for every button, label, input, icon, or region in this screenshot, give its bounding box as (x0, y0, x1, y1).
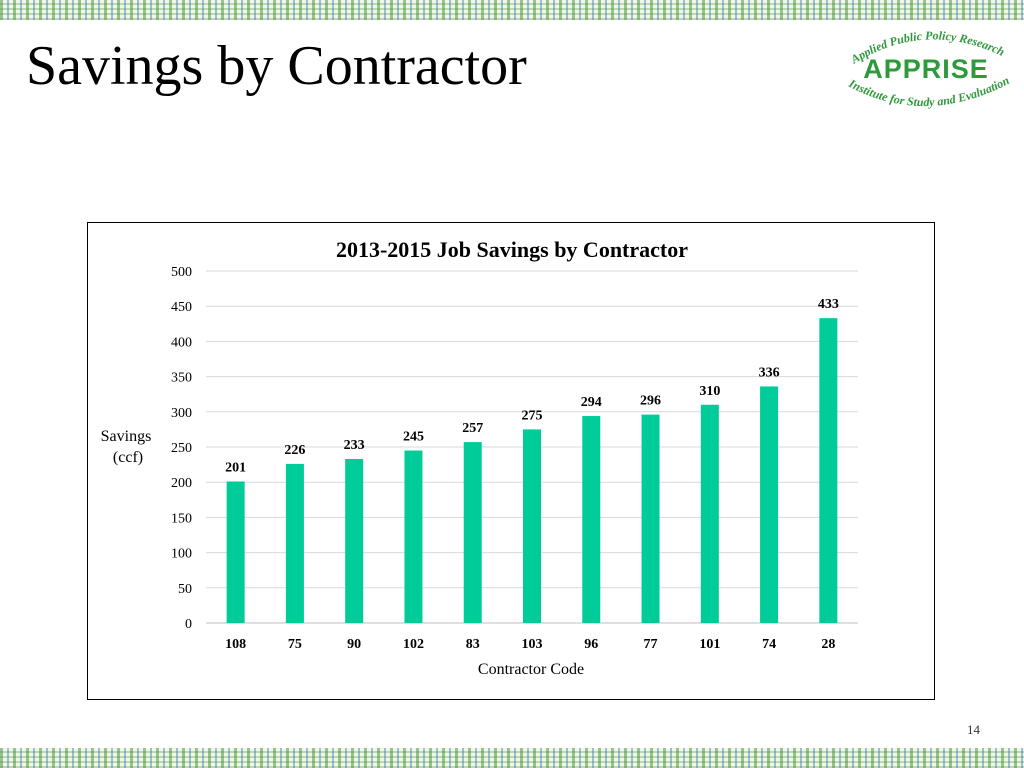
x-axis-ticks: 108 75 90 102 83 103 96 77 101 74 28 (225, 637, 835, 652)
x-tick-label: 108 (225, 637, 246, 652)
data-label: 336 (759, 365, 780, 380)
y-tick-label: 400 (171, 335, 192, 350)
data-label: 310 (699, 384, 720, 399)
x-tick-label: 75 (288, 637, 302, 652)
x-tick-label: 102 (403, 637, 424, 652)
chart-frame: 2013-2015 Job Savings by Contractor 0 50 1… (87, 222, 935, 700)
x-tick-label: 103 (522, 637, 543, 652)
chart-title: 2013-2015 Job Savings by Contractor (336, 237, 688, 262)
y-tick-label: 200 (171, 476, 192, 491)
y-tick-label: 150 (171, 511, 192, 526)
page-number: 14 (967, 722, 980, 737)
y-tick-label: 350 (171, 371, 192, 386)
x-tick-label: 90 (347, 637, 361, 652)
bar (523, 429, 541, 623)
logo-name: APPRISE (863, 54, 989, 84)
bar (345, 458, 364, 623)
data-label: 257 (462, 421, 483, 436)
data-label: 226 (284, 443, 305, 458)
data-label: 296 (640, 394, 661, 409)
bars (226, 318, 838, 623)
bar (463, 442, 482, 623)
bar-chart: 2013-2015 Job Savings by Contractor 0 50 1… (101, 237, 858, 678)
x-tick-label: 101 (699, 637, 720, 652)
apprise-logo-graphic: Applied Public Policy Research APPRISE I… (846, 28, 1012, 109)
y-axis-label-line-2: (ccf) (113, 449, 143, 466)
top-decorative-band (0, 0, 1024, 20)
x-tick-label: 28 (821, 637, 835, 652)
y-axis-ticks: 0 50 100 150 200 250 300 350 400 450 500 (171, 265, 192, 632)
bar (760, 386, 779, 623)
x-tick-label: 74 (762, 637, 776, 652)
x-tick-label: 83 (466, 637, 480, 652)
y-tick-label: 100 (171, 547, 192, 562)
data-label: 294 (581, 395, 602, 410)
bottom-decorative-band (0, 748, 1024, 768)
data-label: 233 (344, 438, 365, 453)
y-axis-label: Savings (ccf) (101, 428, 156, 466)
data-label: 275 (522, 408, 543, 423)
y-tick-label: 500 (171, 265, 192, 280)
data-label: 245 (403, 430, 424, 445)
y-axis-label-line-1: Savings (101, 428, 152, 445)
bar (819, 318, 838, 623)
bar (404, 450, 423, 623)
y-tick-label: 50 (178, 582, 192, 597)
bar (285, 463, 304, 623)
data-label: 433 (818, 297, 839, 312)
x-axis-label: Contractor Code (478, 661, 584, 678)
y-tick-label: 250 (171, 441, 192, 456)
y-tick-label: 0 (185, 617, 192, 632)
bar (641, 414, 660, 623)
y-tick-label: 300 (171, 406, 192, 421)
apprise-logo: Applied Public Policy Research APPRISE I… (836, 24, 1016, 120)
slide-title: Savings by Contractor (26, 35, 527, 97)
bar (226, 481, 245, 623)
data-labels: 201 226 233 245 257 275 294 296 310 336 433 (225, 297, 839, 475)
y-tick-label: 450 (171, 300, 192, 315)
x-tick-label: 96 (584, 637, 598, 652)
x-tick-label: 77 (644, 637, 658, 652)
bar (700, 404, 719, 623)
data-label: 201 (225, 460, 246, 475)
gridlines (206, 270, 858, 624)
bar (582, 416, 601, 623)
